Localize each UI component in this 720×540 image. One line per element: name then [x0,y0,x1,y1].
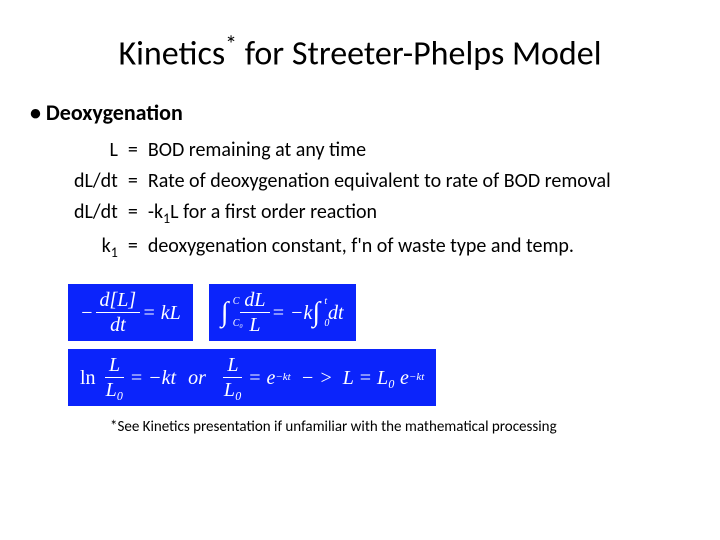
slide: Kinetics* for Streeter-Phelps Model • De… [0,0,720,540]
footnote: *See Kinetics presentation if unfamiliar… [110,418,690,436]
def-sym: L [70,136,122,165]
title-post: for Streeter-Phelps Model [237,33,602,74]
def-row-k1: k1 = deoxygenation constant, f'n of wast… [70,232,615,264]
equation-box-1: − d[L] dt = kL [68,284,193,341]
def-eq: = [124,136,142,165]
equation-row-2: ln L L₀ = −kt or L L₀ = e−kt − > L = L₀ … [68,349,690,406]
def-desc: BOD remaining at any time [144,136,615,165]
def-sym: k1 [70,232,122,264]
def-desc: deoxygenation constant, f'n of waste typ… [144,232,615,264]
def-eq: = [124,198,142,230]
def-desc: -k1L for a first order reaction [144,198,615,230]
def-eq: = [124,167,142,196]
title-asterisk: * [225,30,237,59]
def-row-dLdt1: dL/dt = Rate of deoxygenation equivalent… [70,167,615,196]
equation-blocks: − d[L] dt = kL ∫ C C₀ dL L = −k ∫ [68,284,690,406]
equation-box-3: ln L L₀ = −kt or L L₀ = e−kt − > L = L₀ … [68,349,436,406]
integral-icon: ∫ C C₀ [221,299,229,327]
def-row-L: L = BOD remaining at any time [70,136,615,165]
def-desc: Rate of deoxygenation equivalent to rate… [144,167,615,196]
equation-row-1: − d[L] dt = kL ∫ C C₀ dL L = −k ∫ [68,284,690,341]
slide-title: Kinetics* for Streeter-Phelps Model [30,30,690,74]
fraction: dL L [240,290,269,335]
def-sym: dL/dt [70,167,122,196]
definition-list: L = BOD remaining at any time dL/dt = Ra… [68,134,690,266]
bullet-deoxygenation: • Deoxygenation [30,99,690,126]
def-row-dLdt2: dL/dt = -k1L for a first order reaction [70,198,615,230]
def-sym: dL/dt [70,198,122,230]
equation-box-2: ∫ C C₀ dL L = −k ∫ t 0 dt [209,284,356,341]
fraction: L L₀ [220,355,246,400]
fraction: L L₀ [102,355,128,400]
def-eq: = [124,232,142,264]
fraction: d[L] dt [96,290,141,335]
title-pre: Kinetics [118,33,225,74]
integral-icon: ∫ t 0 [312,299,320,327]
